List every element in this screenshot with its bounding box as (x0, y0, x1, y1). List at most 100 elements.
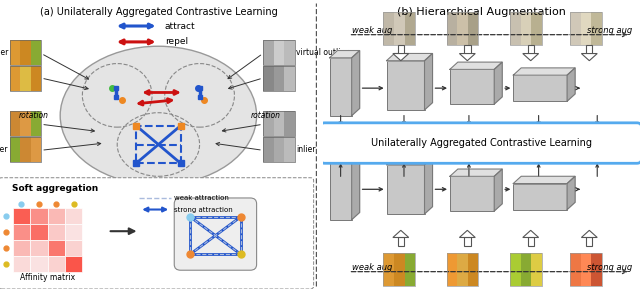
Polygon shape (450, 169, 502, 176)
Polygon shape (494, 62, 502, 104)
Text: strong attraction: strong attraction (174, 207, 233, 212)
FancyBboxPatch shape (320, 123, 640, 163)
Bar (30, 240, 47, 256)
Polygon shape (450, 62, 502, 69)
Bar (383, 12, 415, 45)
Bar (10, 40, 41, 65)
Bar (450, 176, 494, 211)
FancyBboxPatch shape (174, 198, 257, 270)
Bar (273, 66, 284, 91)
Bar (531, 253, 542, 286)
Polygon shape (352, 155, 360, 220)
Bar (510, 12, 521, 45)
Bar (330, 58, 352, 116)
Bar (20, 66, 31, 91)
Bar (284, 40, 294, 65)
Text: virtual outlier: virtual outlier (296, 48, 349, 57)
Bar (383, 12, 394, 45)
Bar (404, 253, 415, 286)
Bar (47, 224, 65, 240)
Bar (513, 184, 567, 210)
Bar (458, 253, 468, 286)
Bar (521, 12, 531, 45)
Text: Affinity matrix: Affinity matrix (20, 273, 75, 282)
Bar (570, 253, 581, 286)
Bar (10, 66, 20, 91)
Text: Unilaterally Aggregated Contrastive Learning: Unilaterally Aggregated Contrastive Lear… (371, 138, 592, 148)
Polygon shape (424, 53, 433, 110)
Bar (510, 253, 521, 286)
Bar (47, 240, 65, 256)
Bar (273, 40, 284, 65)
Bar (468, 12, 479, 45)
Bar (284, 137, 294, 162)
Bar (397, 238, 404, 246)
Polygon shape (567, 68, 575, 101)
Polygon shape (352, 51, 360, 116)
Bar (30, 208, 47, 224)
Polygon shape (523, 230, 539, 238)
Bar (273, 137, 284, 162)
Polygon shape (393, 53, 409, 61)
Polygon shape (393, 230, 409, 238)
Bar (263, 66, 273, 91)
Polygon shape (424, 158, 433, 214)
Bar (31, 111, 41, 136)
Bar (31, 137, 41, 162)
Bar (513, 75, 567, 101)
Bar (13, 240, 30, 256)
Polygon shape (460, 230, 476, 238)
Bar (586, 238, 593, 246)
Bar (387, 165, 424, 214)
Bar (13, 208, 30, 224)
Text: attract: attract (164, 21, 195, 31)
Bar (30, 224, 47, 240)
Bar (263, 40, 273, 65)
Bar (47, 208, 65, 224)
Bar (464, 45, 470, 53)
Bar (458, 12, 468, 45)
Bar (273, 111, 284, 136)
Bar (31, 40, 41, 65)
Bar (31, 66, 41, 91)
Bar (383, 253, 415, 286)
Bar (65, 256, 83, 272)
Bar (20, 137, 31, 162)
Text: rotation: rotation (19, 111, 48, 120)
Bar (10, 66, 41, 91)
Text: Soft aggregation: Soft aggregation (12, 184, 99, 192)
Bar (447, 12, 479, 45)
Text: repel: repel (164, 37, 188, 47)
Bar (47, 256, 65, 272)
Text: strong aug: strong aug (587, 263, 632, 272)
Bar (394, 12, 404, 45)
Bar (65, 240, 83, 256)
Bar (581, 12, 591, 45)
Bar (510, 12, 542, 45)
Text: weak aug: weak aug (352, 26, 392, 35)
Bar (586, 45, 593, 53)
Bar (383, 253, 394, 286)
Bar (136, 126, 180, 163)
Bar (581, 253, 591, 286)
Bar (570, 12, 581, 45)
FancyBboxPatch shape (0, 178, 314, 289)
Bar (394, 253, 404, 286)
Bar (531, 12, 542, 45)
Bar (284, 111, 294, 136)
Text: inlier: inlier (296, 145, 316, 154)
Bar (65, 208, 83, 224)
Polygon shape (494, 169, 502, 211)
Text: (a) Unilaterally Aggregated Contrastive Learning: (a) Unilaterally Aggregated Contrastive … (40, 7, 277, 17)
Bar (468, 253, 479, 286)
Bar (10, 111, 20, 136)
Polygon shape (460, 53, 476, 61)
Polygon shape (513, 176, 575, 184)
Bar (521, 253, 531, 286)
Bar (510, 253, 542, 286)
Bar (10, 137, 20, 162)
Bar (570, 12, 602, 45)
Polygon shape (581, 230, 597, 238)
Bar (397, 45, 404, 53)
Bar (263, 137, 294, 162)
